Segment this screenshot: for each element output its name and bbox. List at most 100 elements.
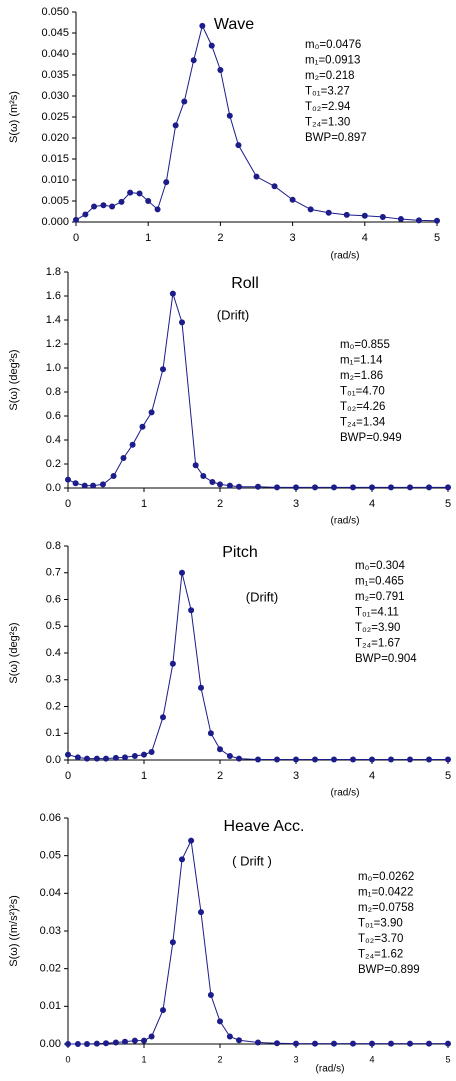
data-point xyxy=(407,484,413,491)
data-point xyxy=(217,66,224,73)
data-point xyxy=(198,909,204,916)
data-point xyxy=(350,1040,356,1047)
data-point xyxy=(103,755,109,762)
data-point xyxy=(226,482,233,489)
data-point xyxy=(209,479,216,485)
chart-panel: 0.0 0.1 0.2 0.3 0.4 0.5 0.6 0.7 0.8 0 1 2 3 4 5 Pitch (D… xyxy=(8,540,451,799)
data-point xyxy=(217,1018,223,1025)
x-tick-label: 2 xyxy=(217,498,223,510)
chart-title: Roll xyxy=(231,275,259,292)
data-point xyxy=(226,1033,233,1040)
y-tick-label: 0.015 xyxy=(41,153,69,165)
data-point xyxy=(343,211,350,218)
y-tick-label: 0.035 xyxy=(41,69,69,81)
data-point xyxy=(93,755,100,762)
data-point xyxy=(188,607,195,614)
y-tick-label: 0.050 xyxy=(41,6,69,18)
y-tick-label: 1.4 xyxy=(46,314,61,326)
data-point xyxy=(148,748,155,755)
annotation: BWP=0.897 xyxy=(305,132,367,144)
data-point xyxy=(331,756,337,763)
data-point xyxy=(426,756,432,763)
annotation: m₁=0.465 xyxy=(355,576,404,588)
data-point xyxy=(331,484,337,491)
data-point xyxy=(99,481,106,488)
data-point xyxy=(274,756,280,763)
y-tick-label: 0.4 xyxy=(46,434,61,446)
data-point xyxy=(236,1037,242,1044)
y-tick-label: 0.1 xyxy=(46,727,61,739)
data-point xyxy=(65,1041,71,1047)
y-tick-label: 0.2 xyxy=(46,700,61,712)
data-point xyxy=(160,714,166,721)
data-point xyxy=(255,1039,261,1046)
x-tick-label: 4 xyxy=(362,232,368,244)
data-point xyxy=(236,483,242,490)
data-point xyxy=(293,484,299,491)
annotation: m₁=0.0913 xyxy=(305,55,360,67)
x-tick-label: 1 xyxy=(145,232,151,244)
data-point xyxy=(112,754,119,761)
x-tick-label: 4 xyxy=(369,770,375,782)
y-tick-label: 0.5 xyxy=(46,620,61,632)
chart-title: Wave xyxy=(214,16,254,33)
x-tick-label: 1 xyxy=(141,1054,146,1064)
y-axis-label: S(ω) (deg²s) xyxy=(8,622,20,683)
data-point xyxy=(253,173,260,180)
annotation: T₀₂=3.90 xyxy=(355,622,400,634)
data-point xyxy=(103,1040,109,1047)
annotation: T₀₁=4.70 xyxy=(340,386,385,398)
y-tick-label: 0.04 xyxy=(40,887,61,899)
x-tick-label: 0 xyxy=(65,770,71,782)
data-point xyxy=(74,1041,81,1047)
data-point xyxy=(445,756,451,763)
data-point xyxy=(388,1040,394,1047)
data-point xyxy=(207,992,214,999)
data-point xyxy=(179,856,185,863)
data-point xyxy=(172,122,179,129)
x-tick-label: 0 xyxy=(65,498,71,510)
data-point xyxy=(361,212,368,219)
data-point xyxy=(397,216,404,223)
data-point xyxy=(127,189,134,196)
data-point xyxy=(91,203,98,210)
x-tick-label: 3 xyxy=(290,232,296,244)
x-tick-label: 1 xyxy=(141,498,147,510)
x-axis-label: (rad/s) xyxy=(331,251,360,262)
annotation: m₁=0.0422 xyxy=(358,887,413,899)
data-point xyxy=(73,216,79,223)
x-tick-label: 0 xyxy=(65,1054,70,1064)
x-tick-label: 3 xyxy=(293,498,299,510)
y-tick-label: 0.0 xyxy=(46,754,61,766)
y-tick-label: 0.3 xyxy=(46,674,61,686)
annotation: T₀₂=4.26 xyxy=(340,401,385,413)
x-tick-label: 4 xyxy=(369,498,375,510)
data-point xyxy=(136,190,143,197)
y-tick-label: 1.6 xyxy=(46,290,61,302)
y-tick-label: 0.6 xyxy=(46,410,61,422)
data-point xyxy=(293,1040,299,1047)
x-tick-label: 2 xyxy=(217,1054,222,1064)
x-tick-label: 0 xyxy=(73,232,79,244)
y-tick-label: 1.2 xyxy=(46,338,61,350)
data-point xyxy=(255,483,261,490)
y-tick-label: 0.0 xyxy=(46,482,61,494)
annotation: m₂=1.86 xyxy=(340,370,383,382)
annotation: BWP=0.899 xyxy=(358,964,420,976)
data-point xyxy=(434,217,440,224)
data-point xyxy=(350,756,356,763)
data-point xyxy=(90,482,97,489)
data-point xyxy=(72,480,79,487)
data-point xyxy=(350,484,356,491)
data-point xyxy=(274,1040,280,1047)
x-tick-label: 2 xyxy=(217,232,223,244)
data-point xyxy=(169,660,176,667)
annotation: m₂=0.218 xyxy=(305,70,355,82)
data-point xyxy=(179,569,185,576)
y-tick-label: 1.0 xyxy=(46,362,61,374)
x-axis-label: (rad/s) xyxy=(316,1064,345,1075)
y-tick-label: 0.020 xyxy=(41,132,69,144)
data-point xyxy=(154,206,161,213)
data-point xyxy=(369,756,375,763)
data-point xyxy=(169,939,176,946)
